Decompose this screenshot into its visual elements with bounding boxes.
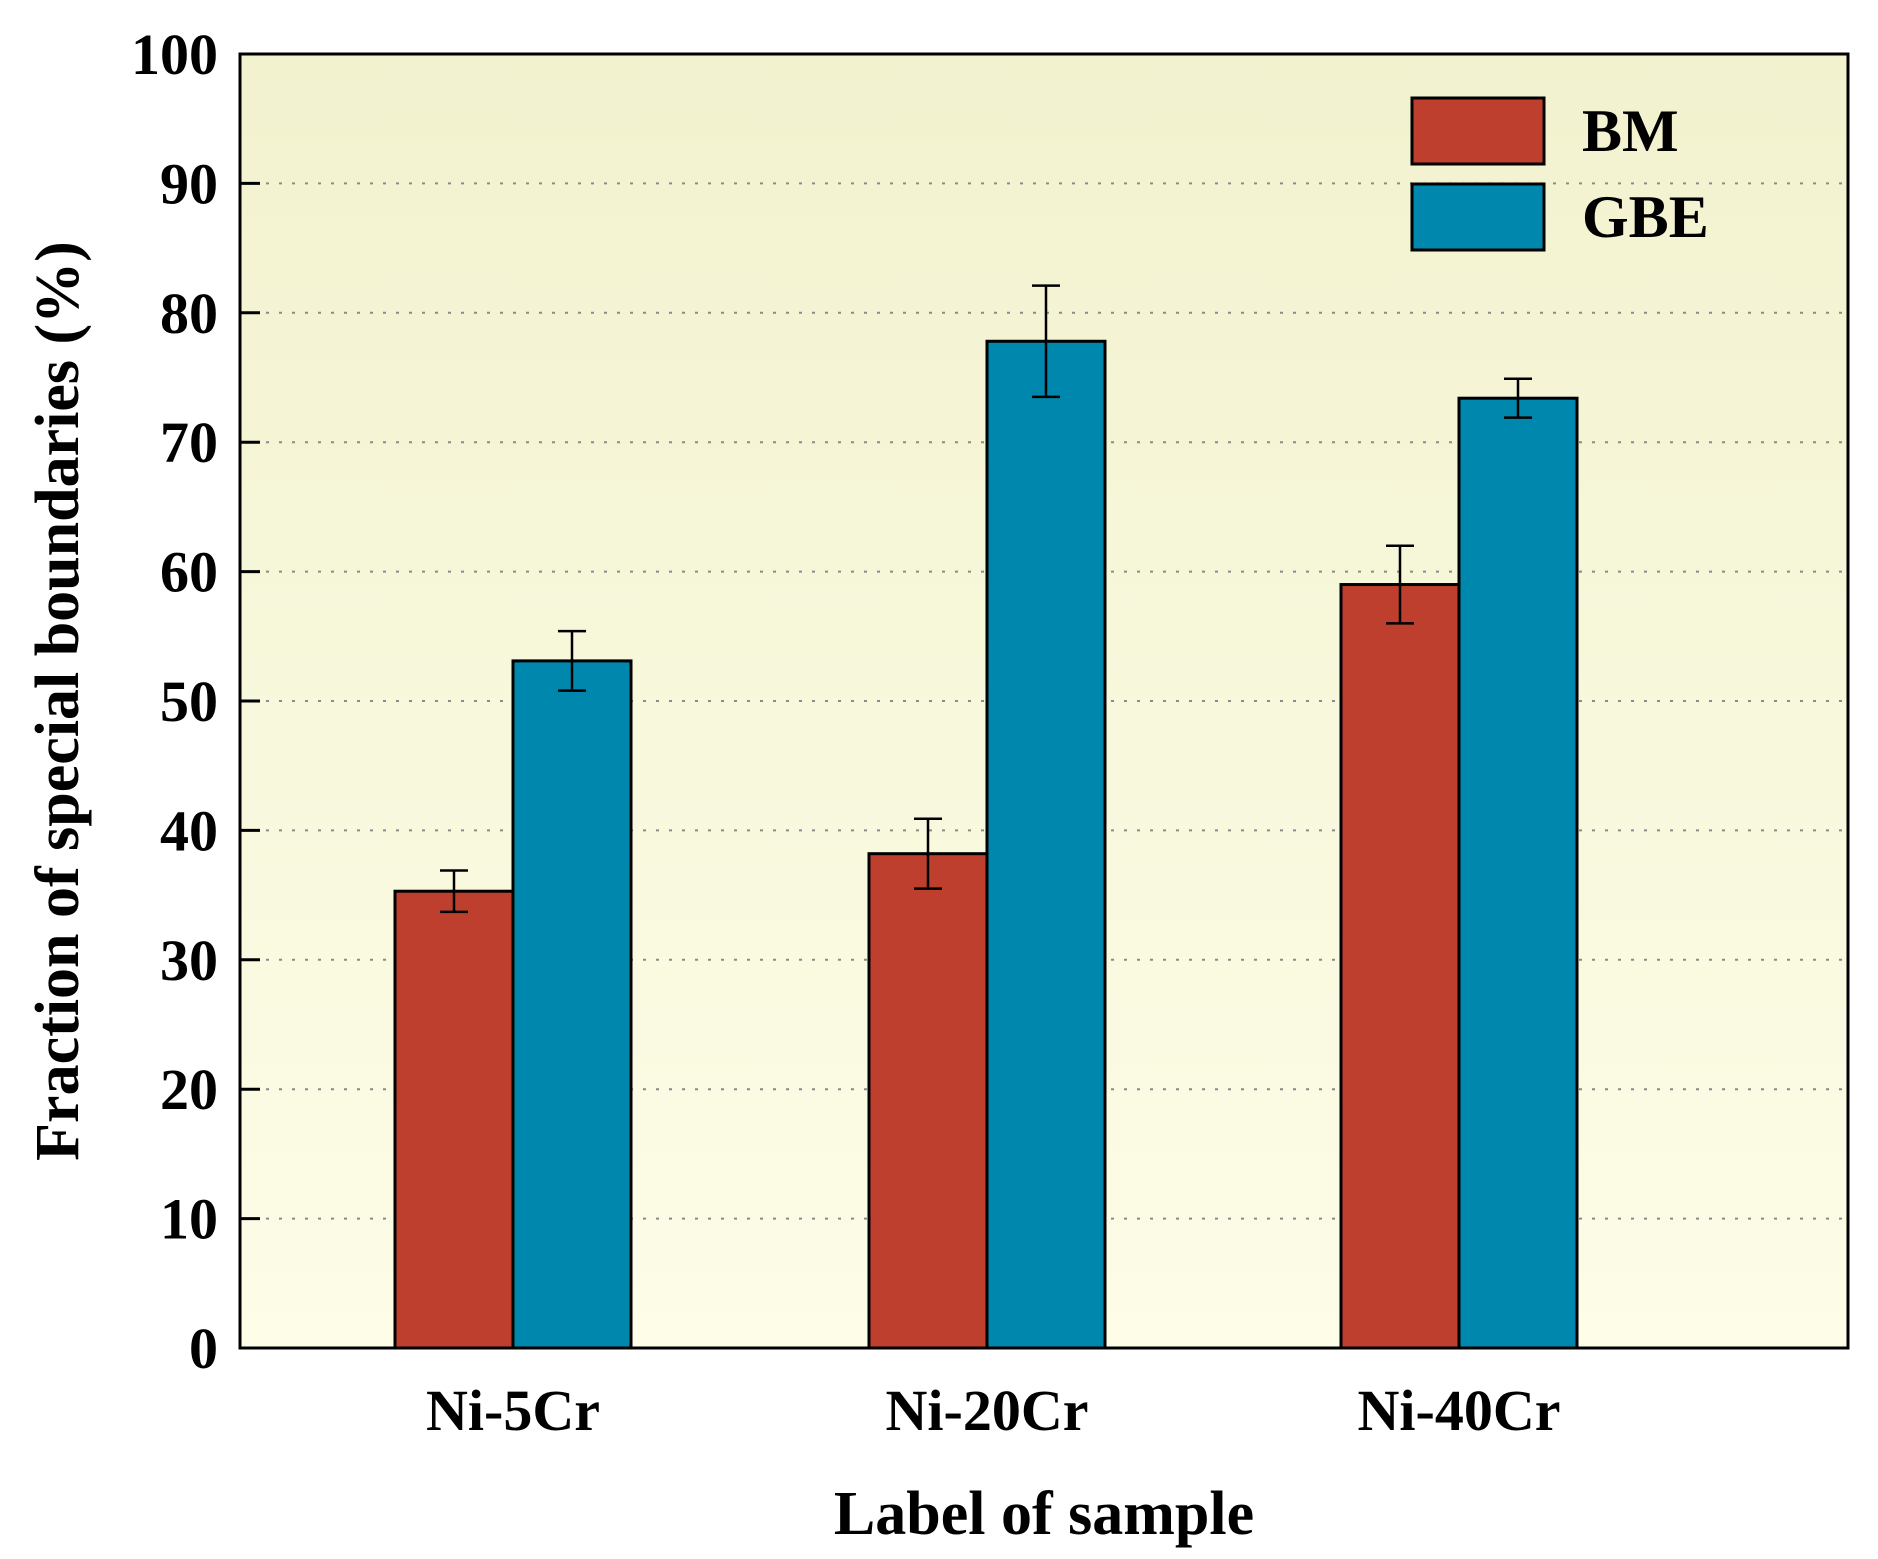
x-tick-label-ni-40cr: Ni-40Cr [1358,1378,1561,1443]
y-tick-label-50: 50 [160,669,218,734]
error-bar-gbe-ni-5cr [558,629,586,692]
bar-bm-ni-20cr [867,852,989,1350]
y-tick-label-0: 0 [189,1316,218,1381]
bar-gbe-ni-20cr [985,339,1107,1350]
error-bar-gbe-ni-20cr [1032,284,1060,399]
x-axis-label: Label of sample [834,1480,1254,1548]
bars [393,284,1579,1350]
grid-lines [240,182,1848,1220]
bar-bm-ni-40cr [1339,583,1461,1350]
y-tick-label-70: 70 [160,410,218,475]
legend: BM GBE [1410,96,1709,252]
y-tick-label-20: 20 [160,1057,218,1122]
y-tick-label-10: 10 [160,1187,218,1252]
y-tick-label-30: 30 [160,928,218,993]
bar-gbe-ni-40cr [1457,396,1579,1350]
error-bar-bm-ni-20cr [914,817,942,890]
error-bar-bm-ni-40cr [1386,544,1414,625]
x-tick-label-ni-5cr: Ni-5Cr [426,1378,600,1443]
legend-label-gbe: GBE [1582,184,1709,250]
legend-swatch-gbe [1410,182,1546,252]
legend-swatch-bm [1410,96,1546,166]
y-tick-label-90: 90 [160,151,218,216]
bar-bm-ni-5cr [393,889,515,1350]
x-tick-label-ni-20cr: Ni-20Cr [886,1378,1089,1443]
y-tick-label-40: 40 [160,798,218,863]
legend-label-bm: BM [1582,98,1679,164]
axes: 0 10 20 30 40 50 60 70 80 90 100 Ni-5Cr Ni-20Cr Ni-40… [131,22,1560,1443]
bar-gbe-ni-5cr [511,659,633,1350]
y-axis-label: Fraction of special boundaries (%) [24,241,92,1161]
y-tick-label-60: 60 [160,540,218,605]
error-bar-bm-ni-5cr [440,869,468,914]
error-bar-gbe-ni-40cr [1504,377,1532,419]
y-tick-label-80: 80 [160,281,218,346]
y-tick-label-100: 100 [131,22,218,87]
